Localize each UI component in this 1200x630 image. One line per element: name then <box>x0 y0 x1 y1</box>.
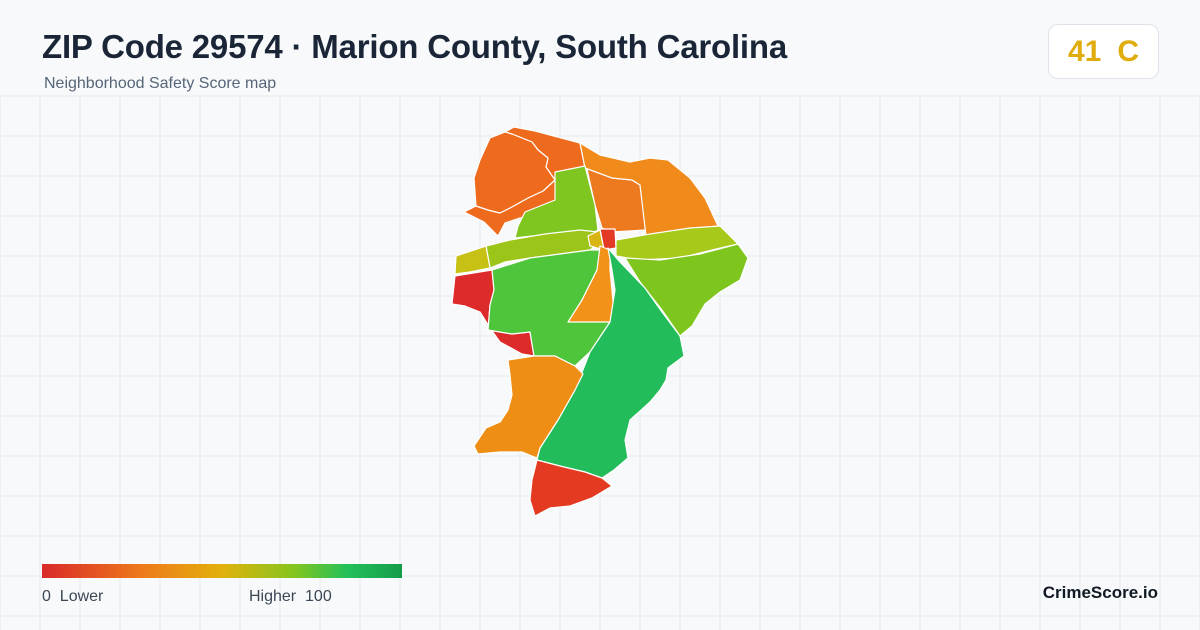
map-region-west-tab[interactable] <box>454 245 491 275</box>
page-subtitle: Neighborhood Safety Score map <box>44 75 277 92</box>
score-badge: 41 C <box>1048 24 1159 79</box>
map-region-southeast-green[interactable] <box>536 247 685 479</box>
score-value: 41 <box>1067 34 1102 68</box>
legend-gradient-bar <box>42 564 402 578</box>
map-region-east[interactable] <box>624 243 749 337</box>
page-title: ZIP Code 29574 · Marion County, South Ca… <box>42 28 788 65</box>
legend-max-value: 100 <box>305 588 332 605</box>
legend-min-value: 0 <box>42 588 51 605</box>
legend-max-label: Higher 100 <box>249 588 332 606</box>
brand-logo-text: CrimeScore.io <box>1042 583 1158 602</box>
score-grade: C <box>1117 34 1140 68</box>
map-region-north-notch[interactable] <box>473 131 556 214</box>
map-region-southwest-orange[interactable] <box>473 355 584 459</box>
map-region-south-red[interactable] <box>529 459 613 517</box>
legend-min-label: 0 Lower <box>42 588 103 606</box>
legend-max-text: Higher <box>249 588 297 605</box>
legend-min-text: Lower <box>59 588 104 605</box>
